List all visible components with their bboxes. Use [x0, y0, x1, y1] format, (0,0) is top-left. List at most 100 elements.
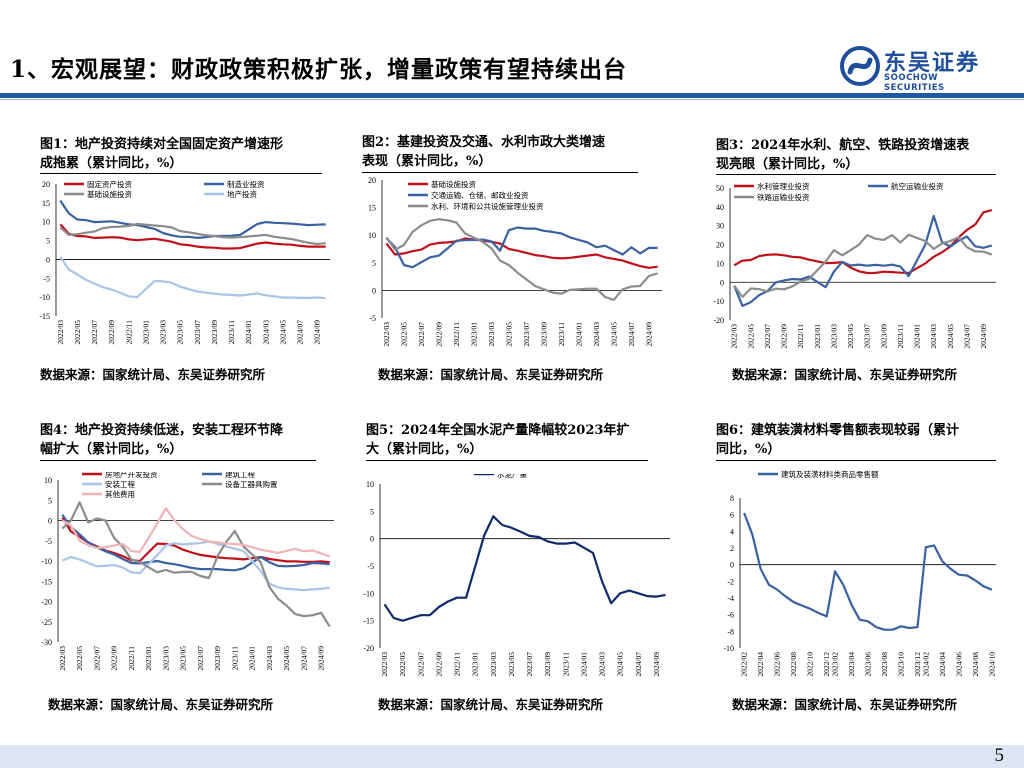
x-tick-label: 2024/03 — [261, 320, 270, 345]
y-tick-label: -20 — [363, 644, 374, 653]
y-tick-label: 0 — [730, 561, 734, 570]
y-tick-label: -5 — [43, 274, 50, 283]
x-tick-label: 2023/07 — [522, 322, 531, 347]
x-tick-label: 2022/05 — [746, 324, 755, 349]
x-tick-label: 2024/05 — [278, 320, 287, 345]
legend-label: 基础设施投资 — [431, 179, 476, 189]
x-tick-label: 2024/01 — [574, 322, 583, 347]
chart1-fixed-asset-investment: -15 -10 -5 0 5 10 15 20 2022/03 2022/05 2022/07 202… — [39, 179, 330, 345]
x-tick-label: 2024/07 — [634, 652, 643, 677]
y-tick-label: -10 — [723, 644, 734, 653]
x-tick-label: 2023/03 — [487, 322, 496, 347]
page-title: 1、宏观展望：财政政策积极扩张，增量政策有望持续出台 — [10, 56, 628, 83]
y-tick-label: 40 — [716, 203, 724, 212]
x-tick-label: 2022/11 — [796, 324, 805, 349]
series-line-基础设施投资 — [385, 237, 658, 269]
chart2-title-rule — [362, 172, 638, 173]
y-tick-label: -5 — [367, 562, 374, 571]
x-tick-label: 2023/05 — [507, 652, 516, 677]
legend-label: 水利、环境和公共设施管理业投资 — [431, 201, 544, 211]
x-tick-label: 2023/07 — [863, 324, 872, 349]
x-tick-label: 2024/01 — [244, 320, 253, 345]
logo-en-text: SOOCHOW SECURITIES — [884, 73, 945, 93]
x-tick-label: 2023/04 — [847, 652, 856, 677]
y-tick-label: 0 — [46, 255, 50, 264]
chart4-title: 图4：地产投资持续低迷，安装工程环节降 幅扩大（累计同比，%） — [40, 421, 330, 459]
y-tick-label: 10 — [366, 480, 374, 489]
x-tick-label: 2024/03 — [598, 652, 607, 677]
y-tick-label: 10 — [42, 218, 50, 227]
x-tick-label: 2024/07 — [299, 646, 308, 671]
legend-label: 设备工器具购置 — [225, 479, 278, 489]
x-tick-label: 2022/03 — [730, 324, 739, 349]
x-tick-label: 2024/06 — [954, 652, 963, 677]
y-tick-label: 0 — [372, 286, 376, 295]
legend-label: 安装工程 — [105, 479, 135, 489]
y-tick-label: -5 — [45, 537, 52, 546]
chart3-source: 数据来源：国家统计局、东吴证券研究所 — [732, 367, 958, 382]
x-tick-label: 2024/03 — [265, 646, 274, 671]
legend-label: 房地产开发投资 — [105, 472, 158, 479]
y-tick-label: 10 — [368, 231, 376, 240]
y-tick-label: 5 — [46, 237, 50, 246]
chart5-title: 图5：2024年全国水泥产量降幅较2023年扩 大（累计同比，%） — [366, 421, 666, 459]
series-line-其他费用 — [61, 507, 331, 558]
page-number: 5 — [994, 745, 1005, 766]
series-line-基础设施投资 — [59, 222, 326, 246]
x-tick-label: 2024/07 — [296, 320, 305, 345]
series-line-交通运输、仓储、邮政业投资 — [385, 226, 658, 269]
x-tick-label: 2024/02 — [921, 652, 930, 677]
x-tick-label: 2023/09 — [879, 324, 888, 349]
series-line-水利、环境和公共设施管理业投资 — [385, 218, 658, 301]
y-tick-label: 50 — [716, 184, 724, 193]
x-tick-label: 2022/07 — [417, 322, 426, 347]
series-line-水泥产量 — [383, 515, 666, 622]
x-tick-label: 2023/02 — [830, 652, 839, 677]
y-tick-label: -2 — [727, 577, 734, 586]
chart4-title-line2: 幅扩大（累计同比，%） — [40, 442, 183, 457]
y-tick-label: 8 — [730, 494, 734, 503]
x-tick-label: 2023/03 — [489, 652, 498, 677]
chart2-title-line2: 表现（累计同比，%） — [362, 154, 492, 169]
series-line-制造业投资 — [59, 199, 326, 239]
x-tick-label: 2022/07 — [763, 324, 772, 349]
y-tick-label: 0 — [720, 278, 724, 287]
chart2-title-line1: 图2：基建投资及交通、水利市政大类增速 — [362, 135, 606, 150]
x-tick-label: 2024/01 — [579, 652, 588, 677]
logo-cn-text: 东吴证券 — [884, 51, 981, 76]
y-tick-label: -10 — [41, 557, 52, 566]
x-tick-label: 2023/06 — [864, 652, 873, 677]
x-tick-label: 2022/03 — [58, 646, 67, 671]
x-tick-label: 2023/05 — [846, 324, 855, 349]
x-tick-label: 2024/09 — [652, 652, 661, 677]
series-line-铁路运输业投资 — [733, 233, 993, 299]
x-tick-label: 2022/05 — [73, 320, 82, 345]
y-tick-label: 5 — [48, 496, 52, 505]
y-tick-label: -10 — [39, 293, 50, 302]
series-line-房地产开发投资 — [61, 517, 330, 564]
x-tick-label: 2022/03 — [380, 652, 389, 677]
x-tick-label: 2023/11 — [557, 322, 566, 347]
x-tick-label: 2023/09 — [210, 320, 219, 345]
y-tick-label: 5 — [370, 507, 374, 516]
x-tick-label: 2022/06 — [773, 652, 782, 677]
x-tick-label: 2023/05 — [504, 322, 513, 347]
x-tick-label: 2024/03 — [929, 324, 938, 349]
x-tick-label: 2024/08 — [971, 652, 980, 677]
x-tick-label: 2024/04 — [938, 652, 947, 677]
series-line-建筑及装潢材料类商品零售额 — [743, 512, 993, 631]
x-tick-label: 2023/01 — [469, 322, 478, 347]
y-tick-label: 30 — [716, 222, 724, 231]
x-tick-label: 2022/09 — [107, 320, 116, 345]
y-tick-label: 5 — [372, 259, 376, 268]
x-tick-label: 2023/12 — [913, 652, 922, 677]
legend-label: 铁路运输业投资 — [757, 192, 810, 202]
x-tick-label: 2022/02 — [740, 652, 749, 677]
x-tick-label: 2023/11 — [227, 320, 236, 345]
x-tick-label: 2023/01 — [471, 652, 480, 677]
x-tick-label: 2024/10 — [987, 652, 996, 677]
x-tick-label: 2024/09 — [313, 320, 322, 345]
x-tick-label: 2023/05 — [176, 320, 185, 345]
legend-label: 基础设施投资 — [87, 189, 132, 199]
x-tick-label: 2023/01 — [144, 646, 153, 671]
